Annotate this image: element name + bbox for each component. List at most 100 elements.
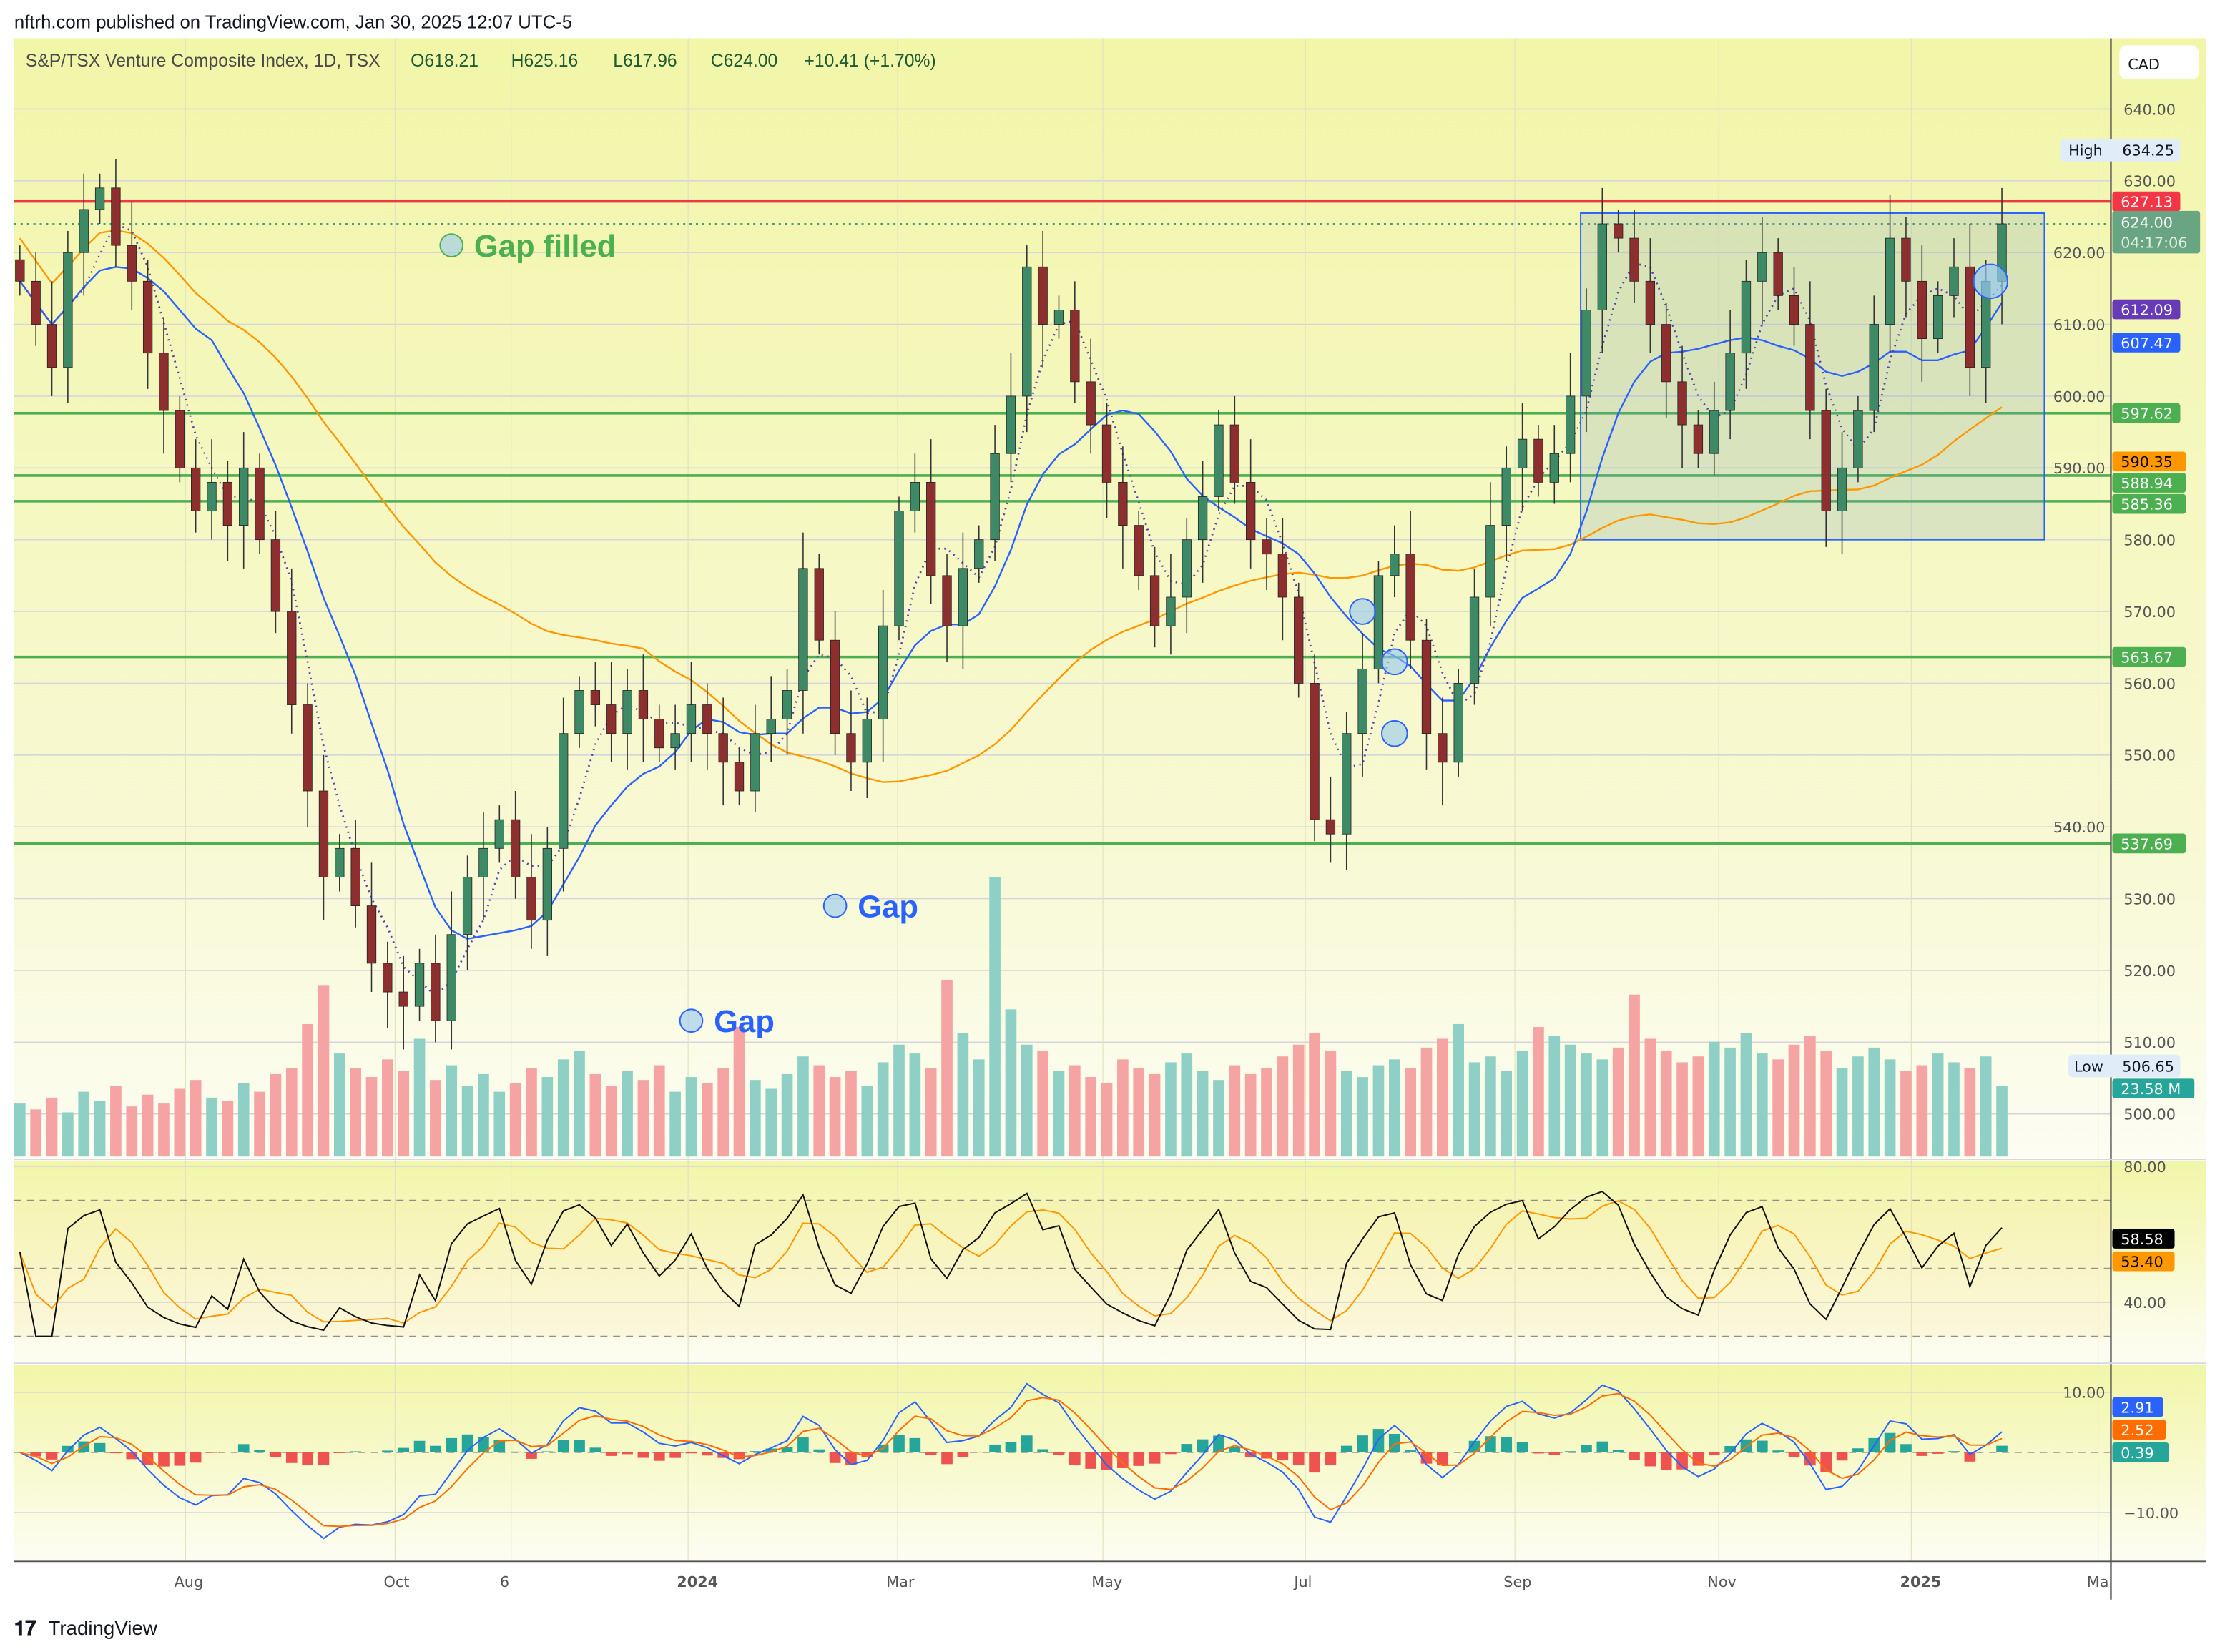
candle-up	[1709, 410, 1719, 454]
candle-down	[1070, 310, 1080, 383]
candle-up	[414, 963, 425, 1007]
volume-bar	[1644, 1038, 1656, 1157]
macd-histogram-bar	[1357, 1435, 1368, 1452]
candle-up	[1022, 266, 1032, 397]
x-tick-label: May	[1091, 1573, 1122, 1590]
time-axis[interactable]: Aug Oct 6 2024 Mar May Jul Sep Nov 2025 Ma	[175, 1573, 2109, 1590]
volume-bar	[1548, 1036, 1561, 1157]
candle-down	[1086, 381, 1096, 426]
annotation-label[interactable]: Gap	[858, 890, 918, 924]
candle-up	[1485, 525, 1495, 598]
volume-bar	[909, 1053, 921, 1157]
candle-down	[942, 575, 952, 626]
macd-indicator	[14, 1382, 2111, 1540]
macd-histogram-bar	[1644, 1452, 1656, 1467]
y-tick-label: 580.00	[2123, 532, 2176, 549]
volume-bar	[318, 985, 330, 1157]
tradingview-logo[interactable]: 𝟏𝟕 TradingView	[14, 1617, 158, 1639]
candle-down	[46, 324, 57, 368]
macd-histogram-bar	[1325, 1452, 1337, 1465]
candle-down	[1118, 481, 1128, 526]
volume-bar	[1085, 1077, 1097, 1157]
candle-up	[494, 819, 504, 849]
candle-down	[1629, 237, 1639, 282]
macd-signal-line	[19, 1392, 2003, 1528]
macd-histogram-bar	[1804, 1452, 1816, 1466]
candle-down	[366, 905, 377, 964]
macd-histogram-bar	[350, 1451, 361, 1452]
tradingview-logo-icon[interactable]: 𝟏𝟕	[14, 1617, 36, 1639]
volume-bar	[1133, 1068, 1145, 1157]
volume-bar	[701, 1083, 713, 1157]
macd-histogram-bar	[1213, 1435, 1224, 1452]
candle-up	[207, 481, 217, 511]
macd-histogram-bar	[318, 1452, 330, 1465]
main-pane[interactable]	[14, 38, 2206, 1159]
volume-bar	[1357, 1077, 1368, 1157]
volume-bar	[1692, 1056, 1704, 1157]
macd-histogram-bar	[765, 1448, 777, 1452]
candle-down	[734, 762, 745, 792]
candle-down	[1438, 733, 1448, 763]
candle-up	[574, 690, 584, 734]
annotations[interactable]: Gap filled Gap Gap	[439, 230, 2008, 1039]
macd-histogram-bar	[574, 1440, 585, 1452]
macd-value: 2.91	[2121, 1399, 2153, 1416]
candle-down	[255, 467, 265, 541]
moving-averages	[19, 222, 2003, 998]
macd-histogram-bar	[1596, 1441, 1608, 1452]
candle-up	[1197, 496, 1208, 541]
volume-bar	[1980, 1056, 1992, 1157]
rsi-signal-line	[19, 1200, 2003, 1324]
macd-histogram-bar	[430, 1445, 441, 1452]
candle-down	[606, 704, 617, 734]
volume-bar	[1037, 1050, 1048, 1157]
volume-bar	[1340, 1071, 1352, 1157]
tradingview-logo-text[interactable]: TradingView	[48, 1617, 157, 1639]
candle-up	[1869, 324, 1879, 411]
candle-down	[1277, 554, 1288, 598]
candle-down	[191, 467, 201, 511]
volume-bar	[1629, 994, 1640, 1157]
macd-histogram-bar	[1405, 1450, 1416, 1452]
candle-down	[1229, 424, 1239, 483]
rsi-pane[interactable]	[14, 1161, 2206, 1362]
volume-bar	[110, 1086, 122, 1157]
legend-change: +10.41 (+1.70%)	[804, 51, 935, 71]
price-axis[interactable]: 640.00 630.00 620.00 610.00 600.00 590.00 580.…	[2053, 101, 2179, 1522]
candle-down	[1310, 683, 1320, 820]
gap-marker-circle	[1349, 598, 1376, 625]
macd-histogram-bar	[46, 1452, 58, 1460]
volume-bar	[1740, 1033, 1752, 1157]
macd-histogram-value-tag	[2112, 1442, 2169, 1462]
candle-up	[1006, 395, 1016, 454]
candle-down	[1149, 575, 1160, 626]
candle-down	[383, 963, 393, 993]
volume-bar	[237, 1083, 250, 1157]
annotation-label[interactable]: Gap filled	[474, 230, 616, 264]
ma-short-value-tag	[2112, 299, 2181, 320]
volume-bar	[190, 1080, 202, 1157]
annotation-label[interactable]: Gap	[714, 1005, 775, 1039]
candle-up	[79, 209, 89, 253]
currency-label[interactable]: CAD	[2128, 56, 2160, 73]
candle-up	[1453, 683, 1463, 763]
gap-marker-circle	[1380, 719, 1408, 747]
volume-bar	[270, 1073, 282, 1157]
currency-button[interactable]: CAD	[2119, 45, 2199, 79]
support-price: 563.67	[2121, 649, 2173, 667]
macd-histogram-bar	[1820, 1452, 1832, 1472]
candle-down	[159, 353, 169, 411]
currency-button-bg[interactable]	[2119, 45, 2199, 79]
volume-bar	[750, 1080, 761, 1157]
volume-bar	[254, 1091, 265, 1157]
macd-histogram-bar	[1165, 1452, 1177, 1455]
ma-slow-value-tag	[2112, 451, 2186, 472]
volume-bar	[478, 1073, 489, 1157]
y-tick-label: 620.00	[2053, 245, 2106, 262]
legend-high: H625.16	[511, 51, 579, 71]
macd-histogram-bar	[1069, 1452, 1081, 1465]
macd-signal-value-tag	[2112, 1420, 2166, 1440]
volume-bar	[285, 1068, 298, 1157]
